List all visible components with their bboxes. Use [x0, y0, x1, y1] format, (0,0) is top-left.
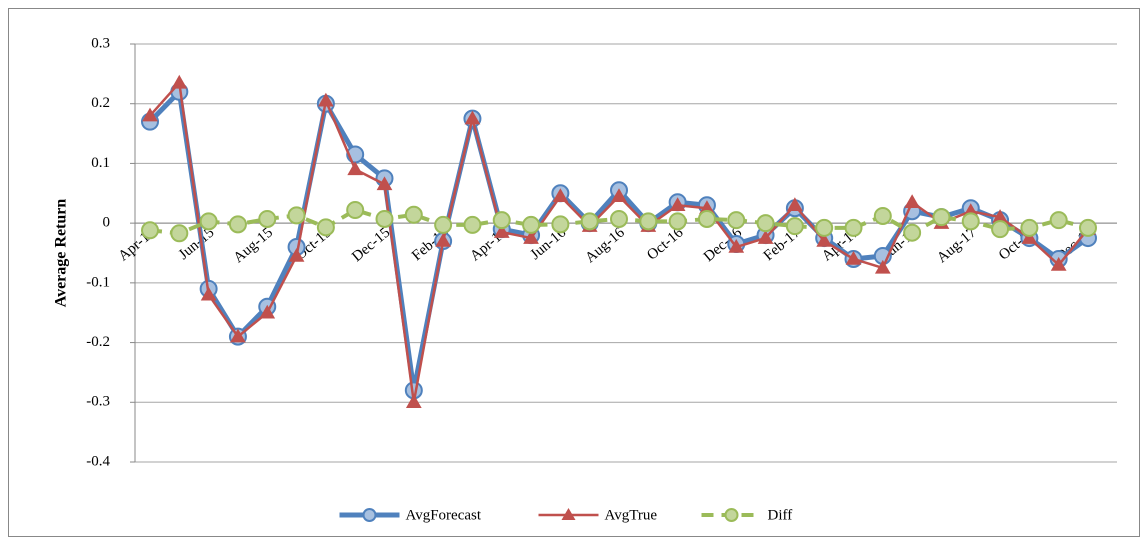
legend-item: Diff: [701, 507, 793, 523]
data-marker: [523, 230, 539, 244]
data-marker: [288, 247, 305, 262]
data-marker: [199, 212, 218, 231]
data-marker: [258, 209, 277, 228]
data-marker: [611, 188, 627, 203]
series: [141, 201, 1097, 243]
data-marker: [668, 212, 687, 231]
data-marker: [845, 250, 862, 265]
y-axis-label: Average Return: [53, 199, 70, 308]
data-marker: [1049, 211, 1068, 230]
data-marker: [259, 304, 276, 319]
data-marker: [1079, 218, 1097, 237]
y-tick-label: 0.1: [91, 155, 110, 171]
data-marker: [785, 217, 804, 236]
data-marker: [1020, 218, 1039, 237]
data-marker: [610, 209, 628, 228]
data-marker: [492, 211, 511, 230]
data-marker: [171, 74, 188, 89]
data-marker: [932, 208, 951, 227]
data-marker: [991, 220, 1010, 239]
legend-item: AvgTrue: [538, 507, 658, 523]
legend-marker: [561, 508, 576, 520]
data-marker: [728, 239, 745, 253]
data-marker: [522, 215, 541, 234]
legend-label: Diff: [768, 507, 793, 523]
data-marker: [316, 218, 335, 237]
data-marker: [757, 230, 774, 244]
data-marker: [874, 259, 891, 274]
data-marker: [844, 218, 863, 237]
data-marker: [493, 224, 510, 238]
data-marker: [903, 223, 922, 242]
data-marker: [551, 215, 570, 234]
data-marker: [464, 110, 481, 125]
data-marker: [142, 107, 158, 122]
data-marker: [961, 212, 980, 231]
data-marker: [404, 205, 423, 224]
y-tick-label: 0: [103, 215, 111, 231]
legend-marker: [724, 508, 739, 522]
data-marker: [287, 206, 306, 225]
data-marker: [141, 221, 159, 240]
data-marker: [904, 194, 920, 208]
data-marker: [727, 211, 746, 230]
y-tick-label: 0.3: [91, 35, 110, 51]
data-marker: [669, 197, 686, 211]
data-marker: [816, 233, 833, 247]
data-marker: [434, 215, 453, 234]
legend-marker: [362, 508, 377, 522]
data-marker: [580, 212, 599, 231]
data-marker: [697, 209, 716, 228]
data-marker: [552, 188, 569, 203]
data-marker: [1050, 256, 1067, 271]
y-tick-label: -0.2: [86, 334, 110, 350]
legend-label: AvgTrue: [605, 507, 658, 523]
data-marker: [375, 209, 394, 228]
data-marker: [170, 224, 189, 243]
series: [142, 74, 1096, 409]
y-tick-label: -0.3: [86, 394, 110, 410]
data-marker: [756, 214, 775, 233]
data-marker: [376, 176, 393, 191]
y-tick-label: -0.4: [86, 453, 110, 469]
data-marker: [873, 206, 892, 225]
data-marker: [463, 215, 482, 234]
chart-border: [8, 8, 1140, 537]
data-marker: [228, 215, 247, 234]
y-tick-label: 0.2: [91, 95, 110, 111]
data-marker: [347, 161, 364, 176]
legend-label: AvgForecast: [406, 507, 482, 523]
data-marker: [787, 197, 803, 211]
data-marker: [200, 286, 217, 301]
data-marker: [815, 218, 834, 237]
data-marker: [639, 212, 658, 231]
data-marker: [318, 92, 334, 107]
data-marker: [346, 201, 365, 220]
data-marker: [1021, 230, 1038, 244]
legend-item: AvgForecast: [339, 507, 482, 523]
data-marker: [230, 328, 246, 343]
data-marker: [435, 233, 451, 247]
data-marker: [405, 394, 422, 409]
y-tick-label: -0.1: [86, 274, 110, 290]
